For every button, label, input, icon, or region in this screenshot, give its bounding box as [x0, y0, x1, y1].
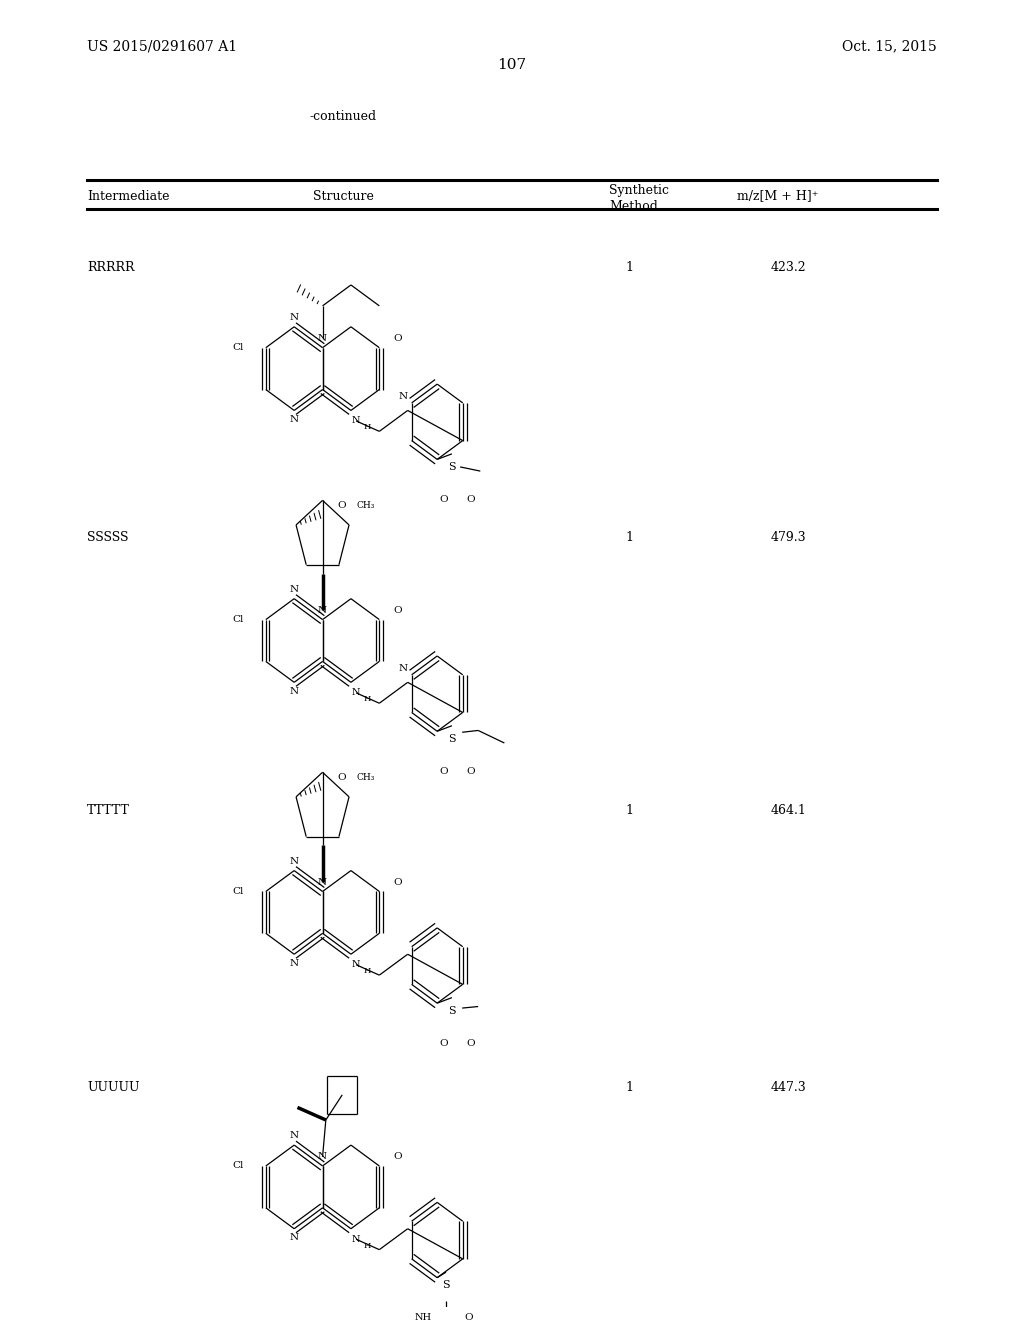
- Text: N: N: [352, 1234, 360, 1243]
- Text: 423.2: 423.2: [771, 261, 806, 275]
- Text: S: S: [449, 734, 456, 743]
- Text: N: N: [290, 313, 299, 322]
- Text: Cl: Cl: [231, 343, 244, 352]
- Text: N: N: [398, 664, 408, 673]
- Text: O: O: [393, 334, 402, 343]
- Text: H: H: [364, 1242, 371, 1250]
- Text: H: H: [364, 968, 371, 975]
- Text: N: N: [290, 686, 299, 696]
- Text: N: N: [290, 1233, 299, 1242]
- Text: H: H: [364, 424, 371, 432]
- Text: S: S: [442, 1280, 450, 1290]
- Text: O: O: [439, 1039, 449, 1048]
- Text: TTTTT: TTTTT: [87, 804, 130, 817]
- Text: O: O: [464, 1313, 473, 1320]
- Text: Structure: Structure: [312, 190, 374, 202]
- Text: O: O: [393, 878, 402, 887]
- Text: -continued: -continued: [309, 110, 377, 123]
- Text: N: N: [290, 585, 299, 594]
- Text: SSSSS: SSSSS: [87, 531, 129, 544]
- Text: N: N: [352, 688, 360, 697]
- Text: N: N: [352, 416, 360, 425]
- Text: Cl: Cl: [231, 887, 244, 896]
- Text: O: O: [338, 502, 346, 511]
- Text: O: O: [466, 495, 475, 504]
- Text: N: N: [318, 606, 327, 615]
- Text: Synthetic: Synthetic: [609, 185, 670, 197]
- Text: N: N: [318, 878, 327, 887]
- Text: Cl: Cl: [231, 1162, 244, 1171]
- Text: Method: Method: [609, 201, 658, 213]
- Text: S: S: [449, 1006, 456, 1015]
- Text: O: O: [466, 767, 475, 776]
- Text: CH₃: CH₃: [356, 502, 375, 511]
- Text: O: O: [439, 767, 449, 776]
- Text: 107: 107: [498, 58, 526, 71]
- Text: N: N: [290, 414, 299, 424]
- Text: N: N: [290, 958, 299, 968]
- Text: N: N: [290, 1131, 299, 1140]
- Text: m/z[M + H]⁺: m/z[M + H]⁺: [737, 190, 818, 202]
- Text: Intermediate: Intermediate: [87, 190, 170, 202]
- Text: Cl: Cl: [231, 615, 244, 624]
- Text: O: O: [338, 774, 346, 783]
- Text: O: O: [466, 1039, 475, 1048]
- Text: N: N: [318, 334, 327, 343]
- Text: CH₃: CH₃: [356, 774, 375, 783]
- Text: 479.3: 479.3: [771, 531, 806, 544]
- Text: S: S: [449, 462, 456, 473]
- Text: NH: NH: [415, 1313, 432, 1320]
- Text: 1: 1: [626, 531, 634, 544]
- Text: 447.3: 447.3: [771, 1081, 806, 1094]
- Text: N: N: [318, 1152, 327, 1162]
- Text: 1: 1: [626, 261, 634, 275]
- Text: H: H: [364, 696, 371, 704]
- Text: 464.1: 464.1: [770, 804, 807, 817]
- Text: RRRRR: RRRRR: [87, 261, 134, 275]
- Text: N: N: [352, 960, 360, 969]
- Text: UUUUU: UUUUU: [87, 1081, 139, 1094]
- Text: US 2015/0291607 A1: US 2015/0291607 A1: [87, 40, 238, 53]
- Text: O: O: [393, 606, 402, 615]
- Text: O: O: [439, 495, 449, 504]
- Text: 1: 1: [626, 1081, 634, 1094]
- Text: Oct. 15, 2015: Oct. 15, 2015: [842, 40, 937, 53]
- Text: N: N: [398, 392, 408, 401]
- Text: O: O: [393, 1152, 402, 1162]
- Text: 1: 1: [626, 804, 634, 817]
- Text: N: N: [290, 857, 299, 866]
